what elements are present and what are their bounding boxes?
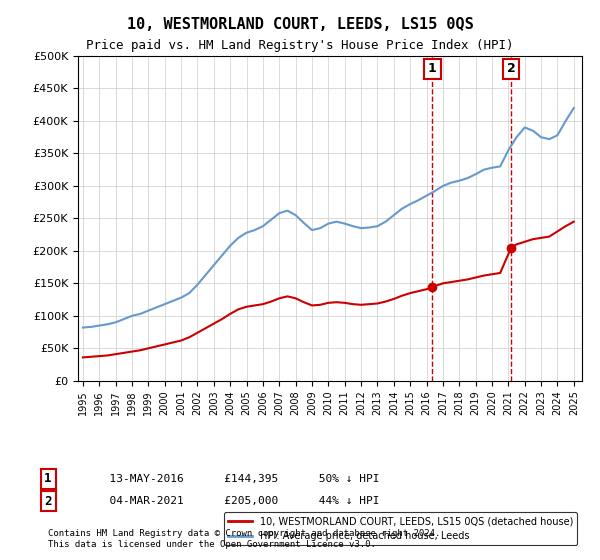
Text: Contains HM Land Registry data © Crown copyright and database right 2024.
This d: Contains HM Land Registry data © Crown c… — [48, 529, 440, 549]
Text: 1: 1 — [44, 472, 52, 486]
Text: Price paid vs. HM Land Registry's House Price Index (HPI): Price paid vs. HM Land Registry's House … — [86, 39, 514, 52]
Text: 13-MAY-2016      £144,395      50% ↓ HPI: 13-MAY-2016 £144,395 50% ↓ HPI — [96, 474, 380, 484]
Text: 1: 1 — [428, 63, 437, 76]
Text: 2: 2 — [44, 494, 52, 508]
Text: 04-MAR-2021      £205,000      44% ↓ HPI: 04-MAR-2021 £205,000 44% ↓ HPI — [96, 496, 380, 506]
Text: 10, WESTMORLAND COURT, LEEDS, LS15 0QS: 10, WESTMORLAND COURT, LEEDS, LS15 0QS — [127, 17, 473, 32]
Text: 2: 2 — [507, 63, 515, 76]
Legend: 10, WESTMORLAND COURT, LEEDS, LS15 0QS (detached house), HPI: Average price, det: 10, WESTMORLAND COURT, LEEDS, LS15 0QS (… — [224, 512, 577, 545]
